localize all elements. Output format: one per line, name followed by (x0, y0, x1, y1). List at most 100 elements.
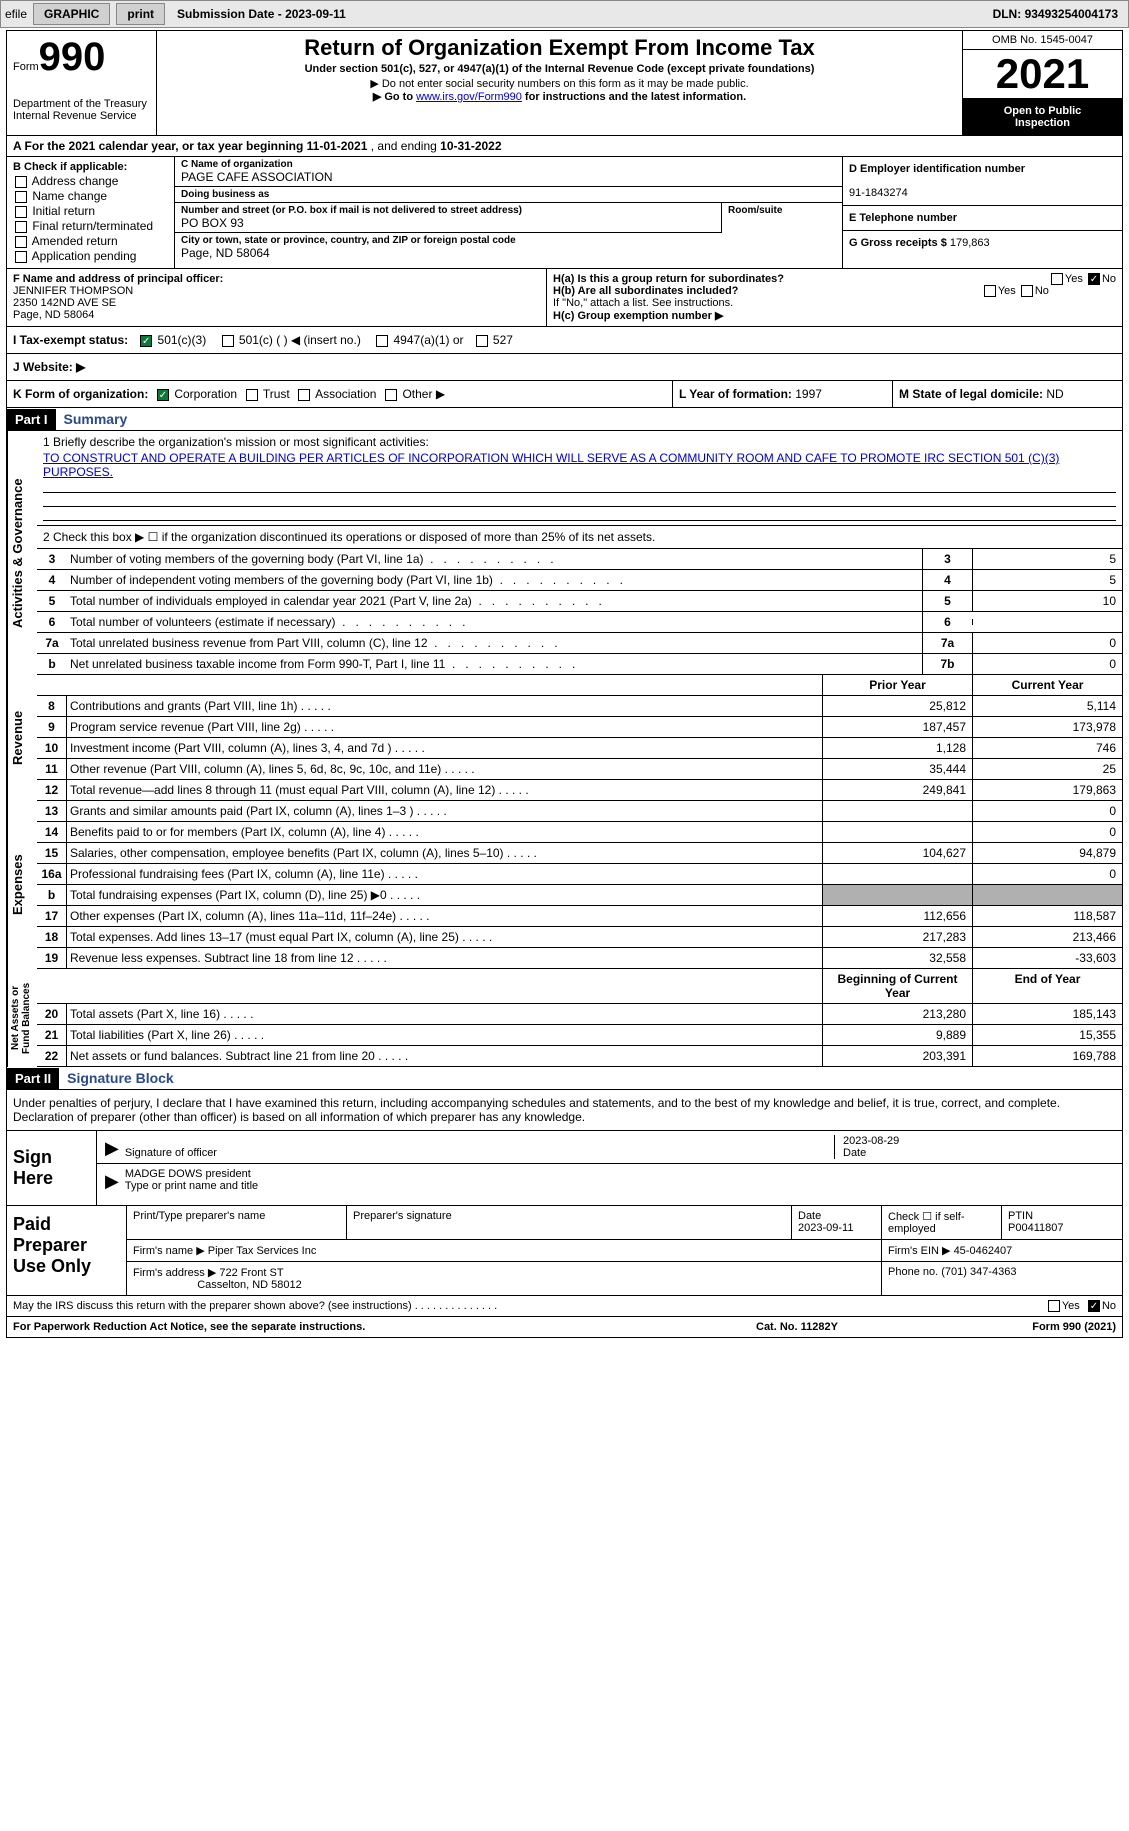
prep-date: 2023-09-11 (798, 1222, 853, 1234)
dba-box: Doing business as (175, 187, 842, 203)
preparer-row-3: Firm's address ▶ 722 Front ST Casselton,… (127, 1262, 1122, 1295)
officer-name: JENNIFER THOMPSON (13, 285, 133, 297)
form-990: Form990 Department of the Treasury Inter… (6, 30, 1123, 1338)
chk-trust[interactable] (246, 389, 258, 401)
submission-date: Submission Date - 2023-09-11 (171, 7, 352, 21)
officer-printed-name: MADGE DOWS president (125, 1168, 251, 1180)
ha-yes[interactable] (1051, 273, 1063, 285)
perjury-statement: Under penalties of perjury, I declare th… (7, 1090, 1122, 1131)
chk-527[interactable] (476, 335, 488, 347)
chk-other[interactable] (385, 389, 397, 401)
column-b: B Check if applicable: Address change Na… (7, 157, 175, 268)
gov-row-b: bNet unrelated business taxable income f… (37, 654, 1122, 675)
activities-governance: Activities & Governance 1 Briefly descri… (7, 431, 1122, 675)
paperwork-notice: For Paperwork Reduction Act Notice, see … (13, 1321, 756, 1333)
hb-note: If "No," attach a list. See instructions… (553, 297, 1116, 309)
org-name-box: C Name of organization PAGE CAFE ASSOCIA… (175, 157, 842, 187)
form-header: Form990 Department of the Treasury Inter… (7, 31, 1122, 136)
col-b-label: B Check if applicable: (13, 161, 127, 173)
street-row: Number and street (or P.O. box if mail i… (175, 203, 842, 233)
form-label-footer: Form 990 (2021) (956, 1321, 1116, 1333)
state-domicile: M State of legal domicile: ND (892, 381, 1122, 407)
chk-amended-return[interactable]: Amended return (13, 234, 168, 248)
tax-year-end: 10-31-2022 (440, 139, 501, 153)
footer-row: For Paperwork Reduction Act Notice, see … (7, 1317, 1122, 1337)
gross-receipts: 179,863 (950, 237, 990, 249)
h-a: H(a) Is this a group return for subordin… (553, 273, 1116, 285)
gov-row-5: 5Total number of individuals employed in… (37, 591, 1122, 612)
omb-number: OMB No. 1545-0047 (963, 31, 1122, 50)
tax-year: 2021 (963, 50, 1122, 99)
print-button[interactable]: print (116, 3, 165, 25)
irs-link[interactable]: www.irs.gov/Form990 (416, 91, 522, 103)
year-formation: L Year of formation: 1997 (672, 381, 892, 407)
hb-no[interactable] (1021, 285, 1033, 297)
section-klm: K Form of organization: Corporation Trus… (7, 381, 1122, 408)
column-c: C Name of organization PAGE CAFE ASSOCIA… (175, 157, 842, 268)
room-suite-label: Room/suite (722, 203, 842, 233)
tax-year-begin: 11-01-2021 (307, 139, 368, 153)
side-label-gov: Activities & Governance (7, 431, 37, 675)
ha-no[interactable] (1088, 273, 1100, 285)
exp-row-15: 15Salaries, other compensation, employee… (37, 843, 1122, 864)
part-1-header: Part ISummary (7, 408, 1122, 431)
section-fh: F Name and address of principal officer:… (7, 269, 1122, 327)
side-label-net: Net Assets or Fund Balances (7, 969, 37, 1067)
dept-label: Department of the Treasury Internal Reve… (13, 98, 150, 122)
self-employed-check[interactable]: Check ☐ if self-employed (882, 1206, 1002, 1239)
website-row: J Website: ▶ (7, 354, 1122, 381)
preparer-row-1: Print/Type preparer's name Preparer's si… (127, 1206, 1122, 1240)
chk-name-change[interactable]: Name change (13, 189, 168, 203)
city-box: City or town, state or province, country… (175, 233, 842, 262)
city-state-zip: Page, ND 58064 (181, 246, 836, 260)
chk-application-pending[interactable]: Application pending (13, 249, 168, 263)
chk-association[interactable] (298, 389, 310, 401)
rev-row-9: 9Program service revenue (Part VIII, lin… (37, 717, 1122, 738)
principal-officer: F Name and address of principal officer:… (7, 269, 547, 326)
gov-row-7a: 7aTotal unrelated business revenue from … (37, 633, 1122, 654)
expenses-section: Expenses 13Grants and similar amounts pa… (7, 801, 1122, 969)
form-number: 990 (39, 35, 106, 79)
chk-4947[interactable] (376, 335, 388, 347)
header-mid: Return of Organization Exempt From Incom… (157, 31, 962, 135)
gov-row-6: 6Total number of volunteers (estimate if… (37, 612, 1122, 633)
tel-box: E Telephone number (843, 206, 1122, 231)
paid-preparer-label: Paid Preparer Use Only (7, 1206, 127, 1295)
chk-final-return[interactable]: Final return/terminated (13, 219, 168, 233)
h-c: H(c) Group exemption number ▶ (553, 309, 1116, 322)
form-of-org: K Form of organization: Corporation Trus… (7, 381, 672, 407)
sign-here-block: Sign Here ▶ Signature of officer 2023-08… (7, 1131, 1122, 1206)
org-name: PAGE CAFE ASSOCIATION (181, 170, 836, 184)
net-header: Beginning of Current Year End of Year (37, 969, 1122, 1004)
hb-yes[interactable] (984, 285, 996, 297)
chk-corporation[interactable] (157, 389, 169, 401)
chk-initial-return[interactable]: Initial return (13, 204, 168, 218)
column-d: D Employer identification number 91-1843… (842, 157, 1122, 268)
rev-row-12: 12Total revenue—add lines 8 through 11 (… (37, 780, 1122, 801)
dln: DLN: 93493254004173 (993, 7, 1124, 21)
firm-name: Piper Tax Services Inc (208, 1245, 317, 1257)
chk-501c[interactable] (222, 335, 234, 347)
graphic-button[interactable]: GRAPHIC (33, 3, 110, 25)
rev-row-8: 8Contributions and grants (Part VIII, li… (37, 696, 1122, 717)
line-2: 2 Check this box ▶ ☐ if the organization… (37, 526, 1122, 549)
section-h: H(a) Is this a group return for subordin… (547, 269, 1122, 326)
revenue-section: Revenue Prior Year Current Year 8Contrib… (7, 675, 1122, 801)
tax-exempt-status: I Tax-exempt status: 501(c)(3) 501(c) ( … (7, 327, 1122, 354)
chk-address-change[interactable]: Address change (13, 174, 168, 188)
exp-row-17: 17Other expenses (Part IX, column (A), l… (37, 906, 1122, 927)
header-note-2: ▶ Go to www.irs.gov/Form990 for instruct… (161, 90, 958, 103)
discuss-no[interactable] (1088, 1300, 1100, 1312)
net-row-22: 22Net assets or fund balances. Subtract … (37, 1046, 1122, 1067)
chk-501c3[interactable] (140, 335, 152, 347)
firm-address: 722 Front ST (219, 1267, 283, 1279)
net-assets-section: Net Assets or Fund Balances Beginning of… (7, 969, 1122, 1067)
form-subtitle: Under section 501(c), 527, or 4947(a)(1)… (161, 63, 958, 75)
header-note-1: ▶ Do not enter social security numbers o… (161, 77, 958, 90)
discuss-yes[interactable] (1048, 1300, 1060, 1312)
officer-name-line: ▶ MADGE DOWS presidentType or print name… (97, 1164, 1122, 1196)
ptin: P00411807 (1008, 1222, 1063, 1234)
col-prior-year: Prior Year (822, 675, 972, 695)
section-bcd: B Check if applicable: Address change Na… (7, 157, 1122, 269)
h-b: H(b) Are all subordinates included? Yes … (553, 285, 1116, 297)
